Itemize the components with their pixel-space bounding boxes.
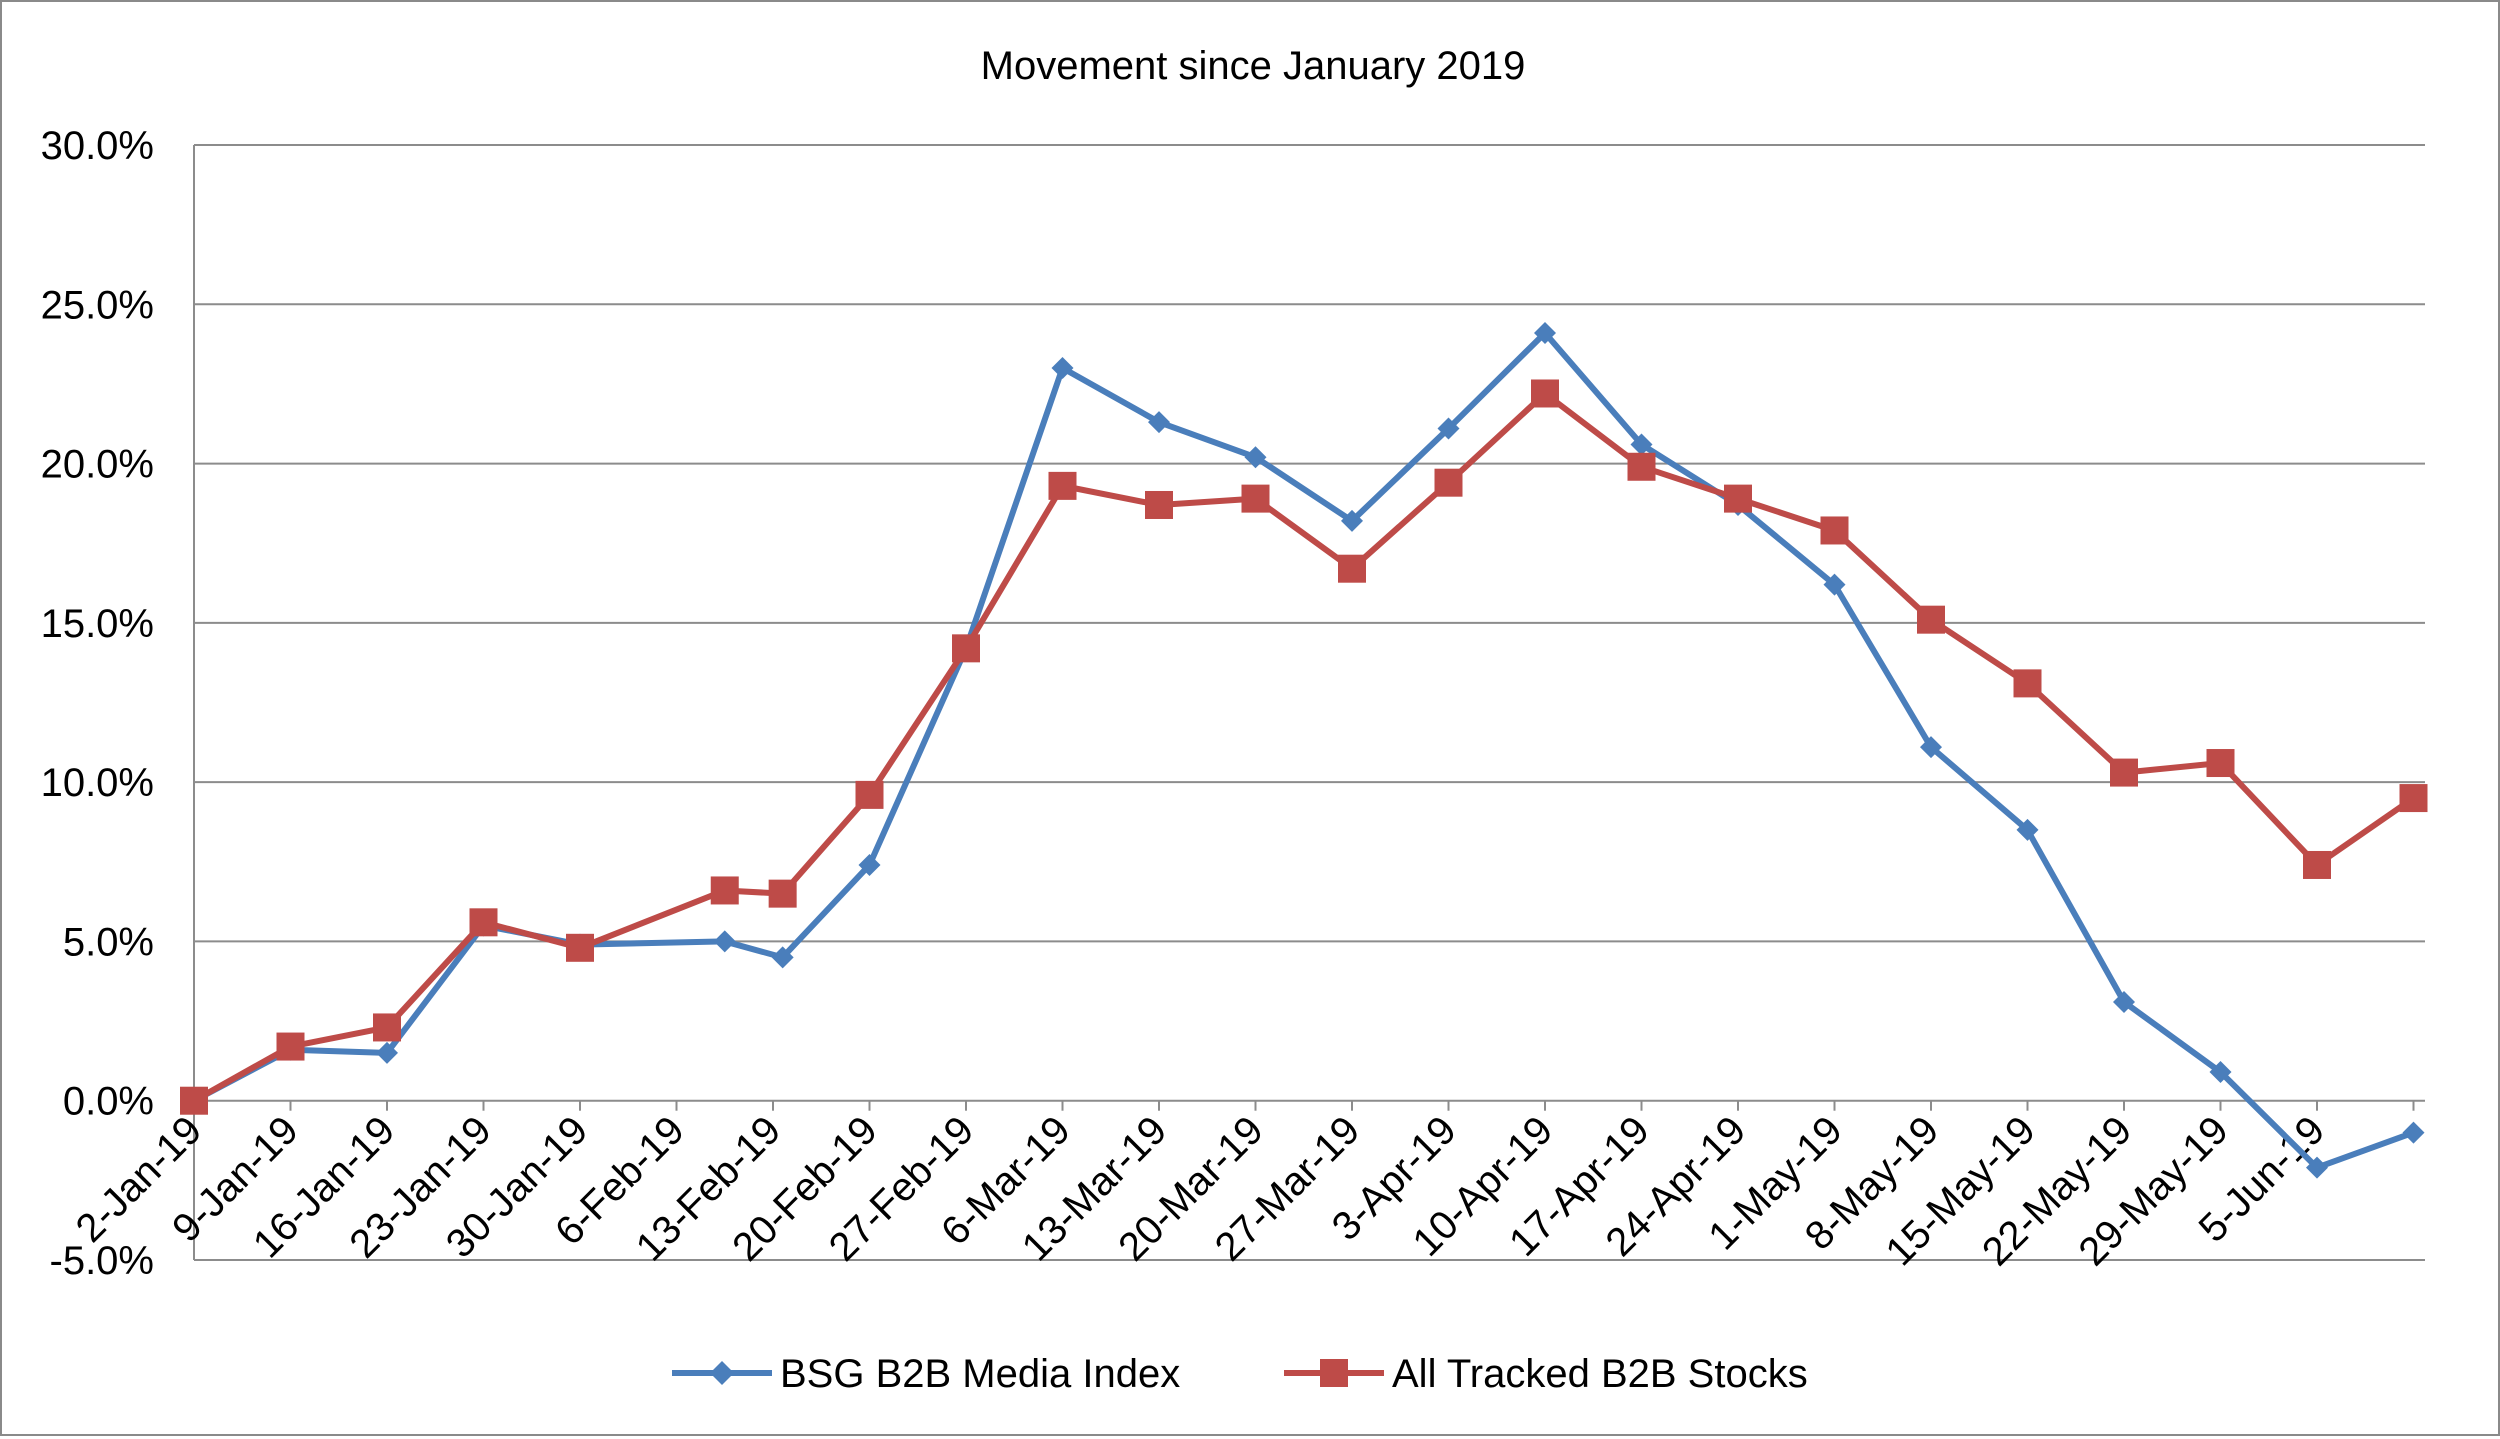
y-tick-label: 0.0% (63, 1080, 154, 1124)
legend-label: BSG B2B Media Index (780, 1352, 1180, 1396)
series-line (192, 329, 2415, 1171)
square-marker (2303, 850, 2331, 879)
square-marker (2110, 758, 2138, 787)
square-marker (855, 780, 884, 809)
diamond-marker (1051, 357, 1074, 379)
diamond-marker (2402, 1121, 2425, 1144)
y-tick-label: 5.0% (63, 920, 154, 964)
square-marker (566, 933, 594, 962)
square-marker (180, 1086, 208, 1115)
y-tick-label: 10.0% (41, 761, 154, 805)
series-all-tracked-b2b-stocks (180, 379, 2428, 1115)
diamond-marker (1630, 433, 1653, 456)
square-marker (1338, 554, 1366, 583)
diamond-marker (1920, 736, 1942, 759)
diamond-marker (2209, 1061, 2232, 1084)
y-tick-label: 20.0% (41, 443, 154, 487)
square-marker (1241, 484, 1270, 513)
diamond-marker (376, 1041, 398, 1064)
square-marker (1917, 605, 1945, 634)
data-series (180, 321, 2428, 1179)
square-marker (2399, 784, 2428, 813)
diamond-marker (1244, 446, 1267, 469)
square-marker (373, 1013, 401, 1042)
y-tick-label: 25.0% (41, 283, 154, 327)
axes (193, 145, 2425, 1260)
square-marker (1320, 1359, 1348, 1387)
square-marker (1531, 379, 1559, 408)
diamond-marker (710, 1361, 734, 1385)
square-marker (1048, 471, 1077, 500)
diamond-marker (2016, 818, 2039, 841)
legend-item: All Tracked B2B Stocks (1284, 1352, 1808, 1396)
diamond-marker (1148, 411, 1170, 434)
square-marker (1724, 484, 1752, 513)
diamond-marker (771, 946, 794, 969)
diamond-marker (1437, 417, 1460, 440)
square-marker (710, 876, 739, 905)
diamond-marker (2113, 990, 2135, 1013)
square-marker (952, 634, 980, 663)
legend-item: BSG B2B Media Index (672, 1352, 1180, 1396)
square-marker (1627, 452, 1656, 481)
diamond-marker (2306, 1156, 2328, 1179)
square-marker (1434, 468, 1463, 497)
diamond-marker (1341, 509, 1363, 532)
y-tick-label: 30.0% (41, 124, 154, 168)
legend-label: All Tracked B2B Stocks (1392, 1352, 1808, 1396)
square-marker (1145, 490, 1173, 519)
diamond-marker (858, 853, 881, 876)
legend: BSG B2B Media Index All Tracked B2B Stock… (672, 1352, 1808, 1396)
diamond-marker (1823, 573, 1846, 596)
x-axis-tick-labels: 2-Jan-199-Jan-1916-Jan-1923-Jan-1930-Jan… (68, 1108, 2334, 1274)
square-marker (469, 908, 498, 937)
diamond-marker (713, 930, 736, 953)
gridlines (194, 144, 2425, 1261)
square-marker (768, 879, 797, 908)
square-marker (2206, 749, 2235, 778)
series-line (192, 390, 2416, 1104)
y-tick-label: -5.0% (50, 1239, 155, 1283)
y-tick-label: 15.0% (41, 602, 154, 646)
square-marker (2013, 669, 2042, 698)
chart-title: Movement since January 2019 (981, 44, 1526, 88)
y-axis-tick-labels: -5.0% 0.0% 5.0% 10.0% 15.0% 20.0% 25.0% 30.0% (41, 124, 154, 1283)
square-marker (1820, 516, 1849, 545)
series-bsg-b2b-media-index (183, 321, 2425, 1179)
diamond-marker (1534, 321, 1556, 344)
square-marker (276, 1032, 305, 1061)
